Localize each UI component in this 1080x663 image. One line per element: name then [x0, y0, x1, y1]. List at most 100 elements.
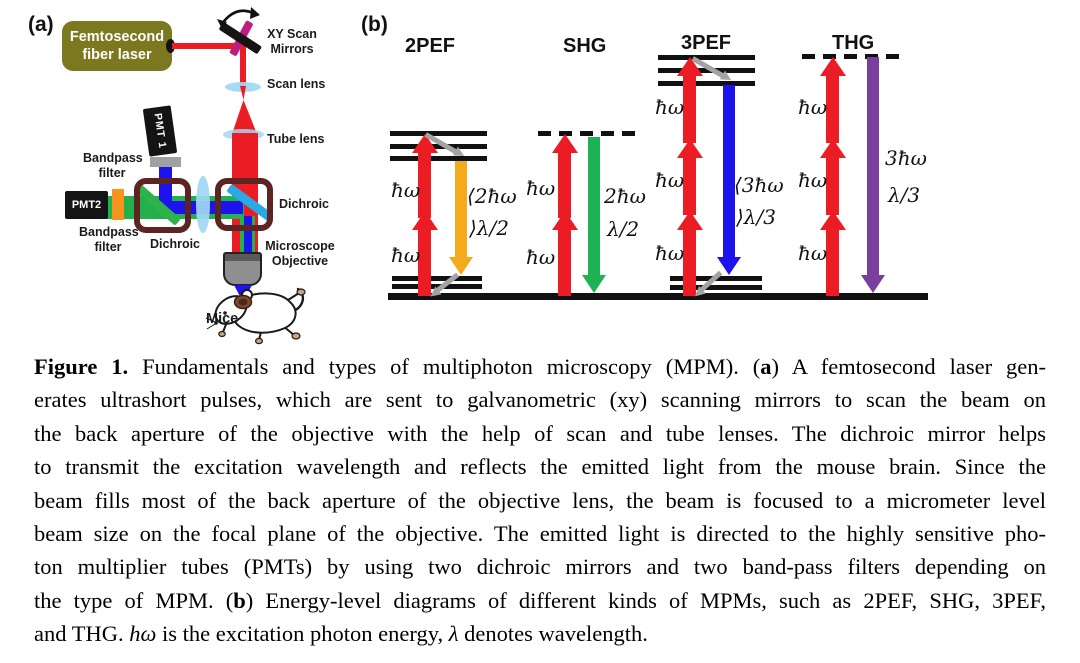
caption-line: the type of MPM. (b) Energy-level diagra…: [34, 587, 1046, 613]
caption-line: to transmit the excitation wavelength an…: [34, 454, 1046, 480]
photon-energy-label: ħω: [798, 168, 828, 192]
3pef-emission-label2: ⟩λ/3: [736, 205, 776, 229]
excitation-arrow: [826, 156, 839, 215]
2pef-emission-arrow: [455, 161, 467, 258]
3pef-emission-label1: ⟨3ħω: [734, 173, 784, 197]
shg-virtual-level: [538, 131, 638, 136]
2pef-excited-level: [390, 156, 487, 161]
microscope-objective: [223, 252, 262, 286]
mouse-nose: [214, 321, 218, 325]
dichroic-frame-2: [215, 178, 273, 231]
thg-virtual-level: [802, 54, 902, 59]
photon-energy-label: ħω: [798, 95, 828, 119]
excitation-arrow: [558, 228, 571, 296]
caption-line: Figure 1. Fundamentals and types of mult…: [34, 354, 1047, 379]
blue-emission-beam-vertical: [159, 166, 172, 206]
2pef-ground-level: [392, 276, 482, 281]
xy-mirrors-label: XY Scan Mirrors: [267, 27, 317, 56]
tube-lens-label: Tube lens: [267, 132, 325, 146]
laser-label-line2: fiber laser: [82, 47, 152, 63]
excitation-arrowhead: [677, 211, 703, 230]
title-thg: THG: [832, 32, 875, 54]
pmt1-label: PMT 1: [151, 112, 169, 150]
thg-emission-arrowhead: [861, 275, 885, 293]
pmt2-box: PMT2: [65, 191, 108, 219]
3pef-excited-level: [658, 68, 755, 73]
caption-line: erates ultrashort pulses, which are sent…: [34, 387, 1046, 413]
shg-emission-label1: 2ħω: [604, 184, 646, 208]
panel-b: (b) 2PEF SHG 3PEF THG ħω ħω ⟨2ħω ⟩λ/2: [355, 0, 1080, 350]
dichroic1-label: Dichroic: [150, 237, 201, 251]
photon-energy-label: ħω: [526, 245, 556, 269]
photon-energy-label: ħω: [655, 241, 685, 265]
laser-output-port: [166, 39, 175, 53]
ground-level-line: [388, 293, 928, 300]
thg-emission-label2: λ/3: [888, 183, 921, 207]
photon-energy-label: ħω: [526, 176, 556, 200]
title-shg: SHG: [563, 35, 607, 57]
pmt2-label: PMT2: [71, 199, 102, 211]
2pef-excited-level: [390, 131, 487, 136]
excitation-arrowhead: [820, 139, 846, 158]
thg-emission-label1: 3ħω: [885, 146, 927, 170]
3pef-excited-level: [658, 55, 755, 60]
panel-a-label: (a): [28, 13, 54, 36]
mice-label: Mice: [206, 311, 239, 327]
2pef-emission-label1: ⟨2ħω: [467, 184, 517, 208]
bandpass-filter-2: [112, 189, 124, 220]
laser-beam-horizontal: [172, 43, 244, 49]
objective-label: Microscope Objective: [265, 239, 335, 268]
excitation-arrow: [683, 74, 696, 143]
excitation-arrowhead: [820, 211, 846, 230]
excitation-arrow: [826, 74, 839, 143]
excitation-arrow: [558, 151, 571, 218]
figure-caption: Figure 1. Fundamentals and types of mult…: [34, 350, 1046, 651]
thg-emission-arrow: [867, 57, 879, 276]
dichroic2-label: Dichroic: [279, 197, 330, 211]
shg-emission-arrow: [588, 137, 600, 276]
excitation-arrow: [683, 228, 696, 296]
title-3pef: 3PEF: [681, 32, 732, 54]
caption-line: the back aperture of the objective with …: [34, 420, 1046, 446]
bandpass1-label: Bandpass filter: [83, 151, 143, 180]
photon-energy-label: ħω: [798, 241, 828, 265]
collection-lens: [196, 176, 210, 233]
bandpass-filter-1: [150, 157, 181, 167]
excitation-arrow: [418, 228, 431, 296]
dichroic-frame-1: [134, 178, 191, 233]
bandpass2-label: Bandpass filter: [79, 225, 139, 254]
caption-line: and THG. hω is the excitation photon ene…: [34, 621, 648, 647]
excitation-arrow: [418, 151, 431, 218]
title-2pef: 2PEF: [405, 35, 456, 57]
laser-beam-vertical: [240, 46, 246, 86]
emission-blue-stripe: [244, 216, 252, 253]
femtosecond-laser-box: Femtosecond fiber laser: [62, 21, 172, 71]
3pef-emission-arrow: [723, 85, 735, 258]
shg-emission-arrowhead: [582, 275, 606, 293]
caption-line: beam size on the focal plane of the obje…: [34, 520, 1046, 546]
photon-energy-label: ħω: [655, 168, 685, 192]
2pef-emission-arrowhead: [449, 257, 473, 275]
3pef-ground-level: [670, 285, 762, 290]
photon-energy-label: ħω: [391, 178, 421, 202]
caption-line: beam fills most of the back aperture of …: [34, 487, 1046, 513]
scan-lens-label: Scan lens: [267, 77, 326, 91]
3pef-emission-arrowhead: [717, 257, 741, 275]
laser-label-line1: Femtosecond: [69, 28, 165, 45]
emission-green-stripe: [240, 216, 244, 253]
mouse-illustration: [205, 287, 306, 345]
shg-emission-label2: λ/2: [607, 217, 640, 241]
rotation-arrow-icon: [217, 7, 260, 29]
focusing-beam: [232, 86, 257, 134]
panel-a: (a) Femtosecond fiber laser: [0, 0, 360, 350]
excitation-arrowhead: [552, 134, 578, 153]
2pef-emission-label2: ⟩λ/2: [469, 216, 509, 240]
excitation-arrowhead: [820, 57, 846, 76]
pmt1-box: PMT 1: [142, 105, 178, 157]
panel-b-label: (b): [361, 13, 388, 36]
excitation-arrow: [683, 156, 696, 215]
excitation-arrow: [826, 228, 839, 296]
photon-energy-label: ħω: [391, 243, 421, 267]
emission-green-stripe2: [252, 216, 255, 253]
